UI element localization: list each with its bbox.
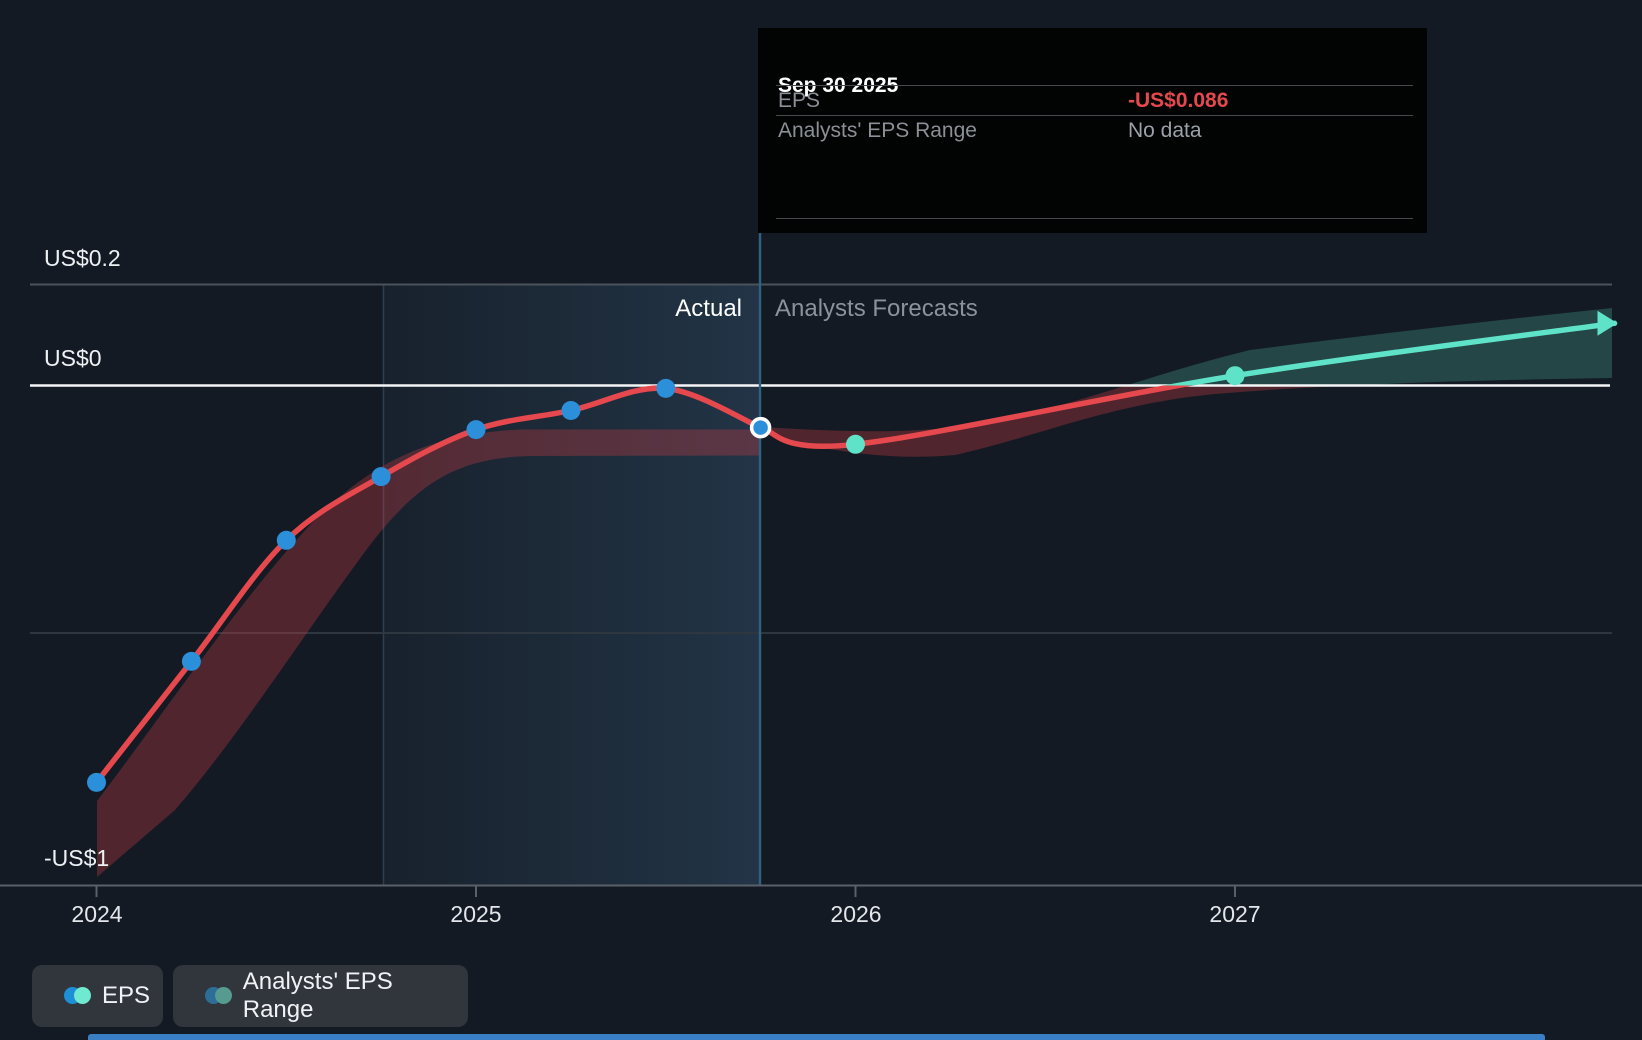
legend-item-eps[interactable]: EPS	[32, 965, 163, 1027]
forecast-data-point[interactable]	[846, 434, 865, 454]
x-axis-label-2025: 2025	[450, 901, 502, 927]
actual-data-point[interactable]	[371, 467, 391, 487]
tooltip: Sep 30 2025 EPS -US$0.086 Analysts' EPS …	[758, 28, 1427, 233]
x-axis-label-2027: 2027	[1209, 901, 1261, 927]
actual-data-point[interactable]	[561, 401, 581, 420]
eps-forecast-line-negative	[757, 385, 1194, 449]
eps-legend-dots-icon	[64, 987, 92, 1005]
forecast-range-band-positive	[1126, 308, 1612, 386]
tooltip-row-eps: EPS -US$0.086	[778, 86, 1413, 115]
legend-range-label: Analysts' EPS Range	[242, 968, 393, 1023]
range-legend-dots-icon	[205, 987, 233, 1005]
bottom-page-element[interactable]	[88, 1034, 1545, 1040]
actual-label: Actual	[675, 295, 742, 322]
highlighted-data-point-sep-30-2025[interactable]	[749, 416, 772, 439]
tooltip-divider	[776, 218, 1413, 219]
tooltip-range-value: No data	[1128, 118, 1202, 142]
x-axis-label-2026: 2026	[830, 901, 882, 927]
x-axis-label-2024: 2024	[71, 901, 123, 927]
x-axis-ticks	[95, 886, 1236, 897]
actual-data-point[interactable]	[656, 378, 676, 398]
tooltip-row-range: Analysts' EPS Range No data	[778, 116, 1413, 145]
actual-data-point[interactable]	[276, 530, 296, 550]
eps-forecast-line-positive	[1162, 320, 1618, 386]
tooltip-divider	[776, 85, 1413, 86]
forecast-arrowhead-icon	[1597, 310, 1618, 336]
actual-data-point[interactable]	[181, 651, 201, 671]
actual-data-point[interactable]	[87, 772, 106, 792]
tooltip-range-label: Analysts' EPS Range	[778, 118, 977, 142]
tooltip-eps-label: EPS	[778, 88, 821, 112]
forecast-data-point[interactable]	[1225, 366, 1245, 386]
legend-item-analysts-eps-range[interactable]: Analysts' EPS Range	[173, 965, 468, 1027]
actual-highlight-band	[383, 284, 760, 886]
tooltip-eps-value: -US$0.086	[1128, 88, 1229, 112]
data-point-dots	[87, 366, 1245, 792]
y-axis-label-0point2: US$0.2	[44, 245, 121, 271]
y-axis-label-zero: US$0	[44, 345, 102, 371]
tooltip-divider	[776, 115, 1413, 116]
analysts-forecasts-label: Analysts Forecasts	[775, 295, 978, 322]
actual-data-point[interactable]	[466, 420, 486, 440]
actual-range-band	[97, 429, 759, 877]
y-axis-label-minus1: -US$1	[44, 845, 110, 871]
legend-eps-label: EPS	[102, 982, 151, 1009]
